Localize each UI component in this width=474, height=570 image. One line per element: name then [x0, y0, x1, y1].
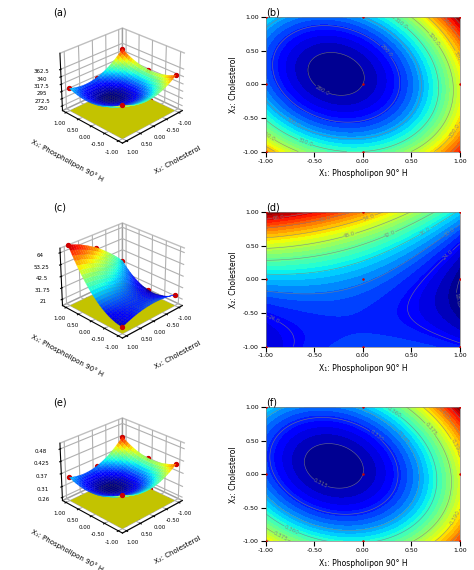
X-axis label: X₂: Cholesterol: X₂: Cholesterol	[154, 340, 202, 370]
Text: (d): (d)	[266, 202, 280, 212]
Y-axis label: X₂: Cholesterol: X₂: Cholesterol	[228, 251, 237, 308]
Text: 0.390: 0.390	[450, 510, 462, 526]
Text: (a): (a)	[54, 7, 67, 17]
Text: 330.0: 330.0	[448, 123, 461, 139]
Text: (b): (b)	[266, 7, 280, 17]
Text: 280.0: 280.0	[314, 84, 330, 96]
Text: 0.375: 0.375	[423, 421, 438, 437]
Text: 24.0: 24.0	[442, 249, 454, 260]
Y-axis label: X₂: Cholesterol: X₂: Cholesterol	[228, 446, 237, 503]
Text: 0.360: 0.360	[386, 406, 402, 418]
Text: 340.0: 340.0	[441, 17, 455, 31]
Text: 36.0: 36.0	[419, 226, 432, 237]
Text: 310.0: 310.0	[393, 17, 409, 30]
Text: 290.0: 290.0	[379, 44, 393, 59]
Text: 0.375: 0.375	[273, 531, 289, 542]
X-axis label: X₂: Cholesterol: X₂: Cholesterol	[154, 535, 202, 565]
Text: 0.405: 0.405	[437, 406, 451, 421]
Text: 48.0: 48.0	[343, 231, 356, 239]
X-axis label: X₁: Phospholipon 90° H: X₁: Phospholipon 90° H	[319, 364, 407, 373]
Text: 0.360: 0.360	[283, 524, 300, 535]
X-axis label: X₁: Phospholipon 90° H: X₁: Phospholipon 90° H	[319, 559, 407, 568]
Text: 320.0: 320.0	[260, 129, 276, 142]
Text: (c): (c)	[54, 202, 66, 212]
Text: (f): (f)	[266, 397, 277, 407]
Text: 0.345: 0.345	[396, 430, 410, 445]
X-axis label: X₂: Cholesterol: X₂: Cholesterol	[154, 145, 202, 175]
Text: 24.0: 24.0	[267, 314, 281, 324]
Text: 300.0: 300.0	[285, 117, 301, 129]
Text: 320.0: 320.0	[427, 31, 441, 47]
Text: 330.0: 330.0	[453, 50, 465, 66]
Text: (e): (e)	[54, 397, 67, 407]
Text: 66.0: 66.0	[272, 214, 284, 221]
Text: 54.0: 54.0	[363, 213, 375, 222]
Text: 30.0: 30.0	[444, 226, 456, 238]
Y-axis label: X₁: Phospholipon 90° H: X₁: Phospholipon 90° H	[30, 528, 104, 570]
Text: 0.315: 0.315	[312, 478, 329, 490]
Text: 310.0: 310.0	[297, 137, 313, 148]
Text: 0.330: 0.330	[369, 429, 384, 443]
Text: 60.0: 60.0	[319, 215, 332, 223]
X-axis label: X₁: Phospholipon 90° H: X₁: Phospholipon 90° H	[319, 169, 407, 178]
Text: 0.390: 0.390	[449, 438, 461, 454]
Y-axis label: X₁: Phospholipon 90° H: X₁: Phospholipon 90° H	[30, 138, 104, 182]
Text: 18.0: 18.0	[454, 292, 460, 306]
Y-axis label: X₂: Cholesterol: X₂: Cholesterol	[228, 56, 237, 113]
Text: 42.0: 42.0	[383, 230, 396, 239]
Y-axis label: X₁: Phospholipon 90° H: X₁: Phospholipon 90° H	[30, 333, 104, 377]
